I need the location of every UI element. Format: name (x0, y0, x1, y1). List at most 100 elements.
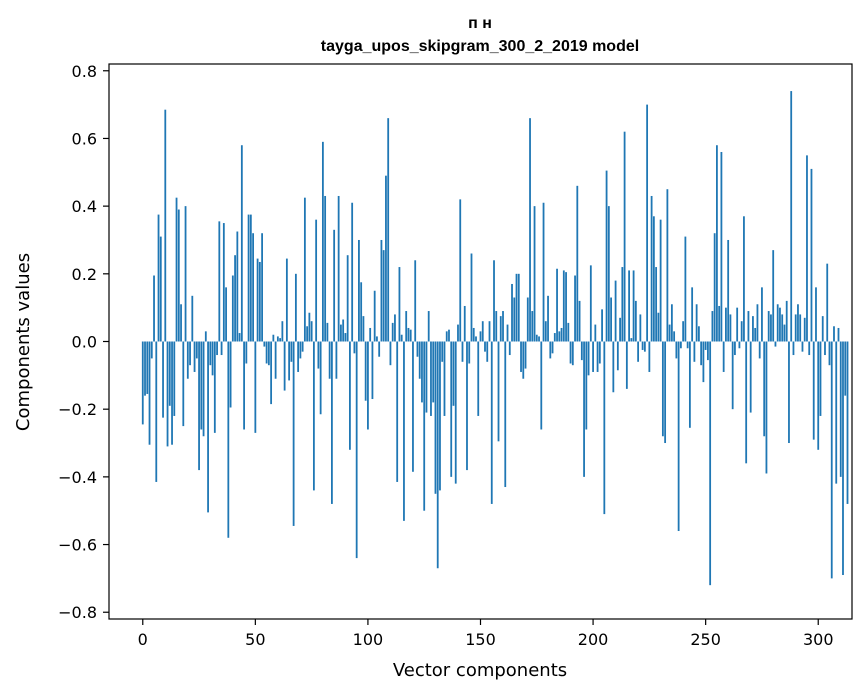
y-axis-label: Components values (13, 253, 34, 431)
bar (265, 341, 268, 364)
bar (461, 341, 464, 362)
bar (679, 341, 682, 349)
bar (562, 270, 565, 342)
bar (144, 341, 146, 396)
bar (209, 341, 212, 366)
bar (540, 341, 543, 430)
y-tick-label: 0.8 (72, 62, 97, 81)
bar (810, 168, 813, 342)
bar (310, 321, 313, 342)
x-tick-label: 300 (803, 630, 834, 649)
bar (556, 268, 558, 342)
bar (346, 255, 349, 342)
bar (387, 118, 390, 342)
bar (504, 341, 507, 488)
bar (531, 311, 534, 342)
bar (353, 341, 356, 354)
bar (443, 341, 446, 416)
bar (418, 341, 421, 379)
bar (288, 341, 291, 381)
bar (779, 307, 781, 342)
bar (497, 341, 500, 442)
bar (583, 341, 585, 477)
bar (389, 341, 392, 366)
bar (256, 258, 259, 342)
bar (688, 341, 691, 428)
bar (186, 341, 189, 379)
bar (382, 250, 385, 342)
bar (506, 324, 509, 342)
bar (648, 341, 651, 372)
bar (463, 305, 466, 342)
bar (634, 300, 637, 342)
bar (772, 250, 775, 342)
bar (141, 341, 144, 425)
bar (407, 327, 410, 342)
bar (565, 272, 567, 342)
y-tick-label: 0.2 (72, 265, 97, 284)
bar (204, 331, 207, 342)
bar (806, 155, 808, 342)
bar (409, 329, 412, 342)
bar (236, 231, 239, 342)
bar (628, 270, 630, 342)
bar (594, 324, 597, 342)
bar (189, 341, 191, 366)
bar (698, 326, 700, 342)
bar (716, 145, 718, 342)
bar (826, 263, 829, 342)
bar (403, 341, 405, 521)
bar (767, 311, 770, 342)
bar (195, 341, 198, 359)
bar (321, 141, 324, 342)
bar (713, 233, 716, 342)
bar (164, 109, 167, 342)
bar (752, 316, 754, 342)
x-tick-label: 50 (245, 630, 265, 649)
bar (596, 341, 599, 372)
bar (657, 312, 660, 342)
bar (743, 216, 745, 342)
bar (459, 199, 462, 342)
bar (799, 314, 802, 342)
bar (166, 341, 169, 447)
bar (623, 131, 626, 342)
bar (448, 329, 450, 342)
bar (524, 341, 527, 369)
bar (245, 341, 248, 364)
bar (580, 341, 583, 361)
bar (218, 221, 221, 342)
bar (749, 341, 752, 413)
bar (252, 233, 254, 342)
bar (819, 341, 822, 416)
bar (682, 321, 685, 342)
y-tick-label: 0.0 (72, 333, 97, 352)
bar (175, 197, 178, 342)
bar (486, 341, 489, 362)
bar (526, 297, 529, 342)
bar (722, 341, 725, 372)
bars-group (141, 91, 849, 586)
bar (445, 331, 448, 342)
bar (315, 219, 318, 342)
bar (801, 341, 804, 352)
bar (326, 322, 329, 342)
bar (351, 202, 354, 342)
bar (414, 260, 417, 342)
bar (693, 341, 696, 362)
bar (349, 341, 351, 450)
bar (621, 267, 624, 342)
bar (238, 333, 241, 342)
bar (747, 311, 750, 342)
bar (661, 341, 664, 437)
bar (569, 341, 572, 364)
bar (180, 304, 182, 342)
bar (439, 341, 441, 491)
bar (711, 311, 714, 342)
bar (477, 341, 480, 416)
bar (312, 341, 315, 491)
bar (718, 305, 721, 342)
bar (828, 341, 831, 366)
bar (578, 300, 581, 342)
